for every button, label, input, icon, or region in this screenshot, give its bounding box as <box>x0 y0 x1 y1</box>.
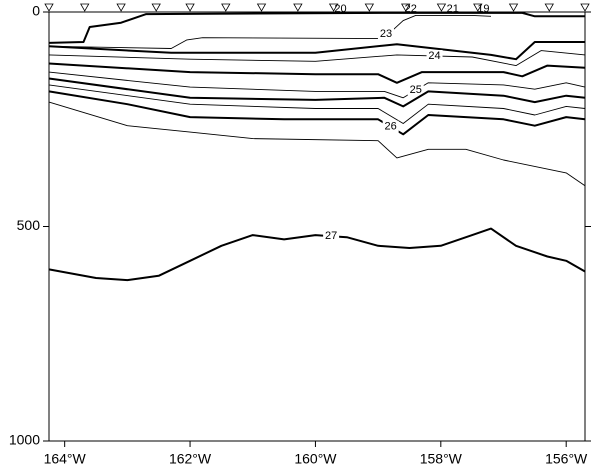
label-bg <box>377 27 394 40</box>
contour-line <box>48 71 586 99</box>
station-marker <box>328 3 339 12</box>
station-marker <box>508 3 519 12</box>
contour-label: 24 <box>428 50 440 62</box>
contour-line <box>48 41 585 61</box>
station-marker <box>116 3 126 12</box>
label-bg <box>323 230 340 243</box>
station-marker <box>544 3 554 12</box>
station-marker <box>401 3 411 12</box>
x-tick-label: 162°W <box>169 451 212 467</box>
contour-label: 26 <box>385 121 397 133</box>
station-marker <box>256 3 267 12</box>
contour-label: 23 <box>380 28 392 40</box>
contour-line <box>48 77 586 108</box>
x-tick-label: 158°W <box>420 451 463 467</box>
contour-line <box>48 101 586 187</box>
station-label: 19 <box>477 3 489 15</box>
label-bg <box>407 84 424 97</box>
x-tick-label: 160°W <box>294 451 337 467</box>
contour-line <box>48 11 585 44</box>
contour-line <box>48 62 586 84</box>
station-label: 21 <box>447 3 459 15</box>
station-label: 22 <box>405 3 417 15</box>
station-marker <box>364 3 375 12</box>
contour-line <box>48 227 586 282</box>
x-tick-label: 164°W <box>44 451 87 467</box>
contour-label: 25 <box>410 84 422 96</box>
y-tick-label: 1000 <box>9 432 40 448</box>
contour-label: 27 <box>325 230 337 242</box>
station-label: 20 <box>334 3 346 15</box>
station-marker <box>221 3 231 12</box>
y-tick-label: 0 <box>32 3 40 19</box>
station-marker <box>185 3 195 12</box>
x-tick-label: 156°W <box>545 451 588 467</box>
plot-frame <box>48 11 586 442</box>
contour-line <box>48 14 492 49</box>
station-marker <box>436 3 447 12</box>
station-marker <box>473 3 483 12</box>
label-bg <box>426 49 443 62</box>
station-marker <box>44 3 54 12</box>
y-tick-label: 500 <box>17 217 41 233</box>
station-marker <box>580 3 590 12</box>
station-marker <box>293 3 303 12</box>
contour-line <box>48 90 586 136</box>
station-marker <box>151 3 161 12</box>
label-bg <box>382 120 399 133</box>
contour-line <box>48 84 586 124</box>
station-marker <box>80 3 90 12</box>
